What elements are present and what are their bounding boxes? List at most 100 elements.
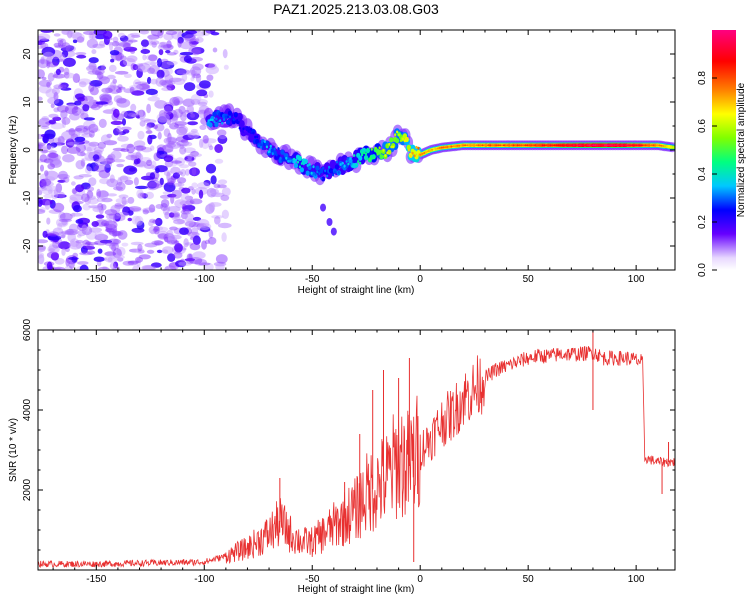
heatmap-cell [103,30,113,40]
heatmap-cell [104,228,115,233]
heatmap-cell [142,54,147,61]
heatmap-cell [623,144,626,147]
heatmap-cell [446,146,449,148]
heatmap-cell [638,144,642,147]
heatmap-cell [221,209,229,219]
heatmap-cell [147,179,161,188]
heatmap-cell [119,204,124,208]
heatmap-cell [88,141,100,147]
heatmap-cell [170,234,182,240]
heatmap-cell [190,150,200,157]
heatmap-cell [652,144,655,147]
heatmap-cell [209,203,215,212]
heatmap-cell [631,144,634,147]
heatmap-cell [114,212,121,222]
heatmap-cell [148,225,158,234]
heatmap-cell [208,122,213,128]
heatmap-cell [112,36,119,43]
heatmap-cell [163,105,173,115]
heatmap-cell [60,47,73,52]
heatmap-cell [181,73,188,82]
heatmap-cell [312,165,315,169]
heatmap-cell [57,84,67,90]
heatmap-cell [156,69,165,79]
heatmap-cell [43,158,54,164]
heatmap-cell [214,158,224,164]
heatmap-cell [329,170,333,173]
heatmap-cell [405,136,408,140]
heatmap-cell [118,43,132,47]
heatmap-cell [337,171,340,174]
heatmap-cell [179,227,189,235]
heatmap-cell [117,257,124,262]
heatmap-cell [76,36,85,43]
heatmap-cell [208,145,214,151]
heatmap-cell [38,209,46,214]
x-tick-label: 50 [523,274,535,285]
heatmap-cell [182,134,195,141]
heatmap-cell [119,175,129,183]
heatmap-cell [48,113,59,118]
heatmap-cell [177,219,185,224]
heatmap-cell [44,200,51,210]
heatmap-cell [116,246,126,257]
heatmap-cell [640,144,644,147]
heatmap-cell [127,33,135,40]
heatmap-cell [394,133,397,137]
heatmap-cell [98,118,107,128]
heatmap-cell [363,155,369,161]
heatmap-cell [40,30,53,33]
heatmap-cell [43,194,55,199]
heatmap-cell [189,198,203,205]
heatmap-cell [510,144,513,147]
heatmap-cell [178,125,189,134]
heatmap-cell [47,97,60,105]
heatmap-cell [126,143,135,154]
heatmap-cell [113,95,123,103]
heatmap-cell [39,145,48,155]
heatmap-cell [237,116,242,122]
heatmap-cell [73,175,84,180]
heatmap-cell [137,249,145,254]
heatmap-cell [191,188,196,195]
heatmap-cell [167,193,177,198]
heatmap-cell [41,149,49,153]
heatmap-cell [217,184,227,189]
heatmap-cell [45,176,56,182]
heatmap-cell [127,196,135,204]
heatmap-cell [157,44,170,50]
heatmap-cell [211,215,224,219]
heatmap-cell [297,155,302,161]
heatmap-cell [161,79,176,86]
heatmap-cell [207,143,213,148]
heatmap-cell [48,189,53,195]
heatmap-cell [434,147,438,150]
heatmap-cell [116,163,124,168]
heatmap-cell [75,184,85,193]
heatmap-cell [136,158,141,164]
heatmap-cell [278,157,283,164]
heatmap-cell [161,249,169,254]
heatmap-cell [432,148,436,151]
heatmap-cell [413,154,416,158]
heatmap-cell [96,190,109,198]
heatmap-cell [70,130,81,138]
heatmap-cell [189,40,199,45]
heatmap-cell [217,222,232,229]
heatmap-cell [163,128,171,138]
heatmap-cell [138,109,146,118]
heatmap-cell [210,32,220,36]
heatmap-cell [79,251,93,256]
heatmap-cell [280,149,285,155]
heatmap-cell [62,176,70,183]
heatmap-cell [162,191,171,195]
heatmap-cell [164,265,177,270]
heatmap-cell [156,144,167,151]
heatmap-cell [411,151,414,155]
heatmap-cell [38,198,43,207]
heatmap-cell [70,31,82,39]
heatmap-cell [72,39,78,44]
heatmap-cell [99,93,112,102]
heatmap-cell [183,82,196,92]
heatmap-cell [166,180,175,185]
